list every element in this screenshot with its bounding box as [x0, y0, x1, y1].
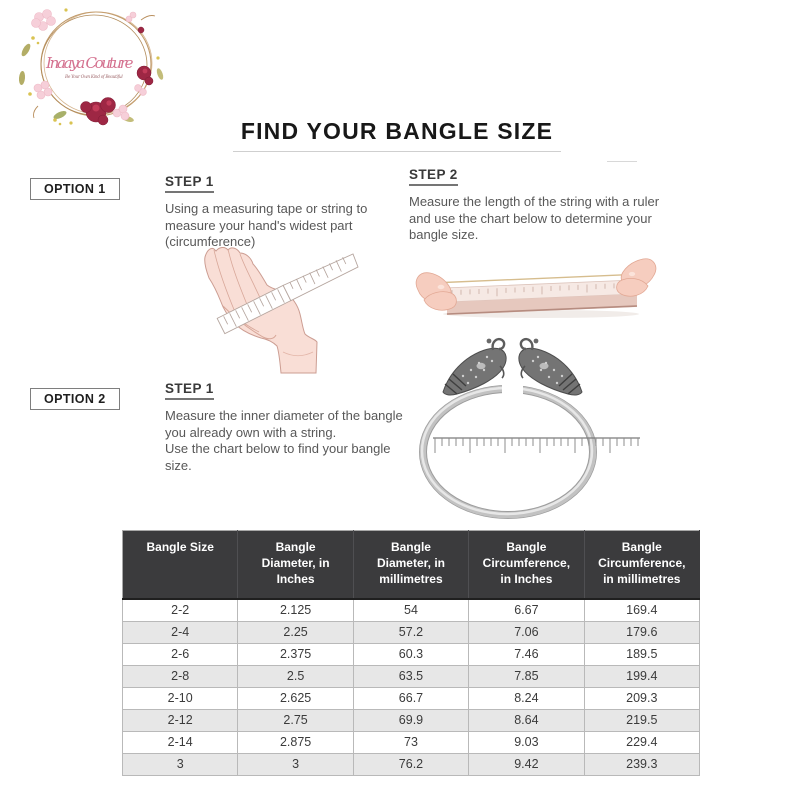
size-chart-rows: 2-2 2.125 54 6.67 169.4 2-4 2.25 57.2 7.06 179.6 2… [121, 598, 701, 776]
table-cell: 209.3 [583, 686, 701, 710]
bangle-size-chart: Bangle Size Bangle Diameter, in Inches B… [121, 530, 701, 776]
table-cell: 219.5 [583, 708, 701, 732]
table-row: 2-4 2.25 57.2 7.06 179.6 [121, 620, 701, 644]
table-cell: 63.5 [352, 664, 470, 688]
table-cell: 239.3 [583, 752, 701, 776]
table-cell: 8.24 [468, 686, 585, 710]
option1-label-box: OPTION 1 [30, 178, 120, 200]
wreath-flowers [28, 8, 160, 126]
decorative-dash [607, 161, 637, 162]
table-cell: 199.4 [583, 664, 701, 688]
table-cell: 2-4 [121, 620, 239, 644]
step1-body: Using a measuring tape or string to meas… [165, 201, 368, 249]
table-cell: 66.7 [352, 686, 470, 710]
table-cell: 229.4 [583, 730, 701, 754]
title-wrap: FIND YOUR BANGLE SIZE [0, 118, 794, 152]
col-header-diameter-inches: Bangle Diameter, in Inches [237, 530, 354, 600]
col-header-circumference-mm: Bangle Circumference, in millimetres [584, 530, 701, 600]
table-cell: 2-8 [121, 664, 239, 688]
option2-step1: STEP 1 Measure the inner diameter of the… [165, 380, 427, 474]
table-cell: 76.2 [352, 752, 470, 776]
table-cell: 7.06 [468, 620, 585, 644]
option2-step1-body: Measure the inner diameter of the bangle… [165, 408, 403, 473]
left-fingers [415, 272, 457, 311]
table-cell: 2.5 [237, 664, 354, 688]
tape-band-ticks [223, 289, 285, 327]
floral-wreath-logo: Inaaya Couture Be Your Own Kind of Beaut… [18, 8, 164, 126]
table-row: 2-14 2.875 73 9.03 229.4 [121, 730, 701, 754]
table-cell: 2-10 [121, 686, 239, 710]
step1-heading: STEP 1 [165, 174, 214, 193]
table-row: 2-12 2.75 69.9 8.64 219.5 [121, 708, 701, 732]
table-cell: 2.75 [237, 708, 354, 732]
table-cell: 57.2 [352, 620, 470, 644]
brand-tagline: Be Your Own Kind of Beautiful [64, 75, 123, 80]
table-cell: 169.4 [583, 598, 701, 622]
table-cell: 2-6 [121, 642, 239, 666]
size-chart-header: Bangle Size Bangle Diameter, in Inches B… [122, 530, 701, 600]
page-title: FIND YOUR BANGLE SIZE [232, 118, 562, 152]
table-cell: 2-2 [121, 598, 239, 622]
table-row: 2-6 2.375 60.3 7.46 189.5 [121, 642, 701, 666]
bangle-with-ruler-illustration [419, 337, 640, 519]
bangle-ornate-cap-right [517, 337, 584, 397]
table-cell: 179.6 [583, 620, 701, 644]
table-cell: 69.9 [352, 708, 470, 732]
hand-with-measuring-tape-illustration [204, 247, 359, 374]
table-cell: 9.42 [468, 752, 585, 776]
table-cell: 2.125 [237, 598, 354, 622]
table-cell: 189.5 [583, 642, 701, 666]
table-cell: 9.03 [468, 730, 585, 754]
ruler-bottom-edge [446, 305, 638, 315]
table-cell: 2.875 [237, 730, 354, 754]
col-header-diameter-mm: Bangle Diameter, in millimetres [353, 530, 470, 600]
table-cell: 7.46 [468, 642, 585, 666]
col-header-circumference-inches: Bangle Circumference, in Inches [468, 530, 585, 600]
step2-heading: STEP 2 [409, 167, 458, 186]
table-cell: 2.375 [237, 642, 354, 666]
string [431, 273, 645, 284]
table-cell: 6.67 [468, 598, 585, 622]
option1-step1: STEP 1 Using a measuring tape or string … [165, 173, 389, 251]
brand-name: Inaaya Couture [45, 54, 134, 72]
step2-body: Measure the length of the string with a … [409, 194, 660, 242]
table-cell: 3 [237, 752, 354, 776]
ring-gap-mask [502, 378, 523, 396]
table-cell: 2-14 [121, 730, 239, 754]
wreath-berries [28, 8, 160, 126]
measuring-tape-strip [282, 253, 359, 302]
bangle-ring [419, 385, 597, 519]
bangle-ornate-cap-left [442, 337, 507, 396]
table-row: 2-10 2.625 66.7 8.24 209.3 [121, 686, 701, 710]
hands-holding-string-over-ruler-illustration [415, 258, 657, 318]
table-cell: 54 [352, 598, 470, 622]
tape-strip-ticks [289, 257, 347, 291]
table-cell: 2.25 [237, 620, 354, 644]
option2-step1-heading: STEP 1 [165, 381, 214, 400]
table-cell: 3 [121, 752, 239, 776]
table-cell: 73 [352, 730, 470, 754]
option2-label-box: OPTION 2 [30, 388, 120, 410]
table-cell: 7.85 [468, 664, 585, 688]
table-cell: 60.3 [352, 642, 470, 666]
table-row: 2-8 2.5 63.5 7.85 199.4 [121, 664, 701, 688]
right-fingers [616, 258, 657, 297]
table-cell: 2.625 [237, 686, 354, 710]
table-cell: 2-12 [121, 708, 239, 732]
table-row: 2-2 2.125 54 6.67 169.4 [121, 598, 701, 622]
option1-step2: STEP 2 Measure the length of the string … [409, 166, 691, 244]
table-row: 3 3 76.2 9.42 239.3 [121, 752, 701, 776]
table-cell: 8.64 [468, 708, 585, 732]
col-header-bangle-size: Bangle Size [122, 530, 239, 600]
ruler-front-face [447, 294, 637, 315]
diameter-ruler-ticks [434, 438, 639, 453]
